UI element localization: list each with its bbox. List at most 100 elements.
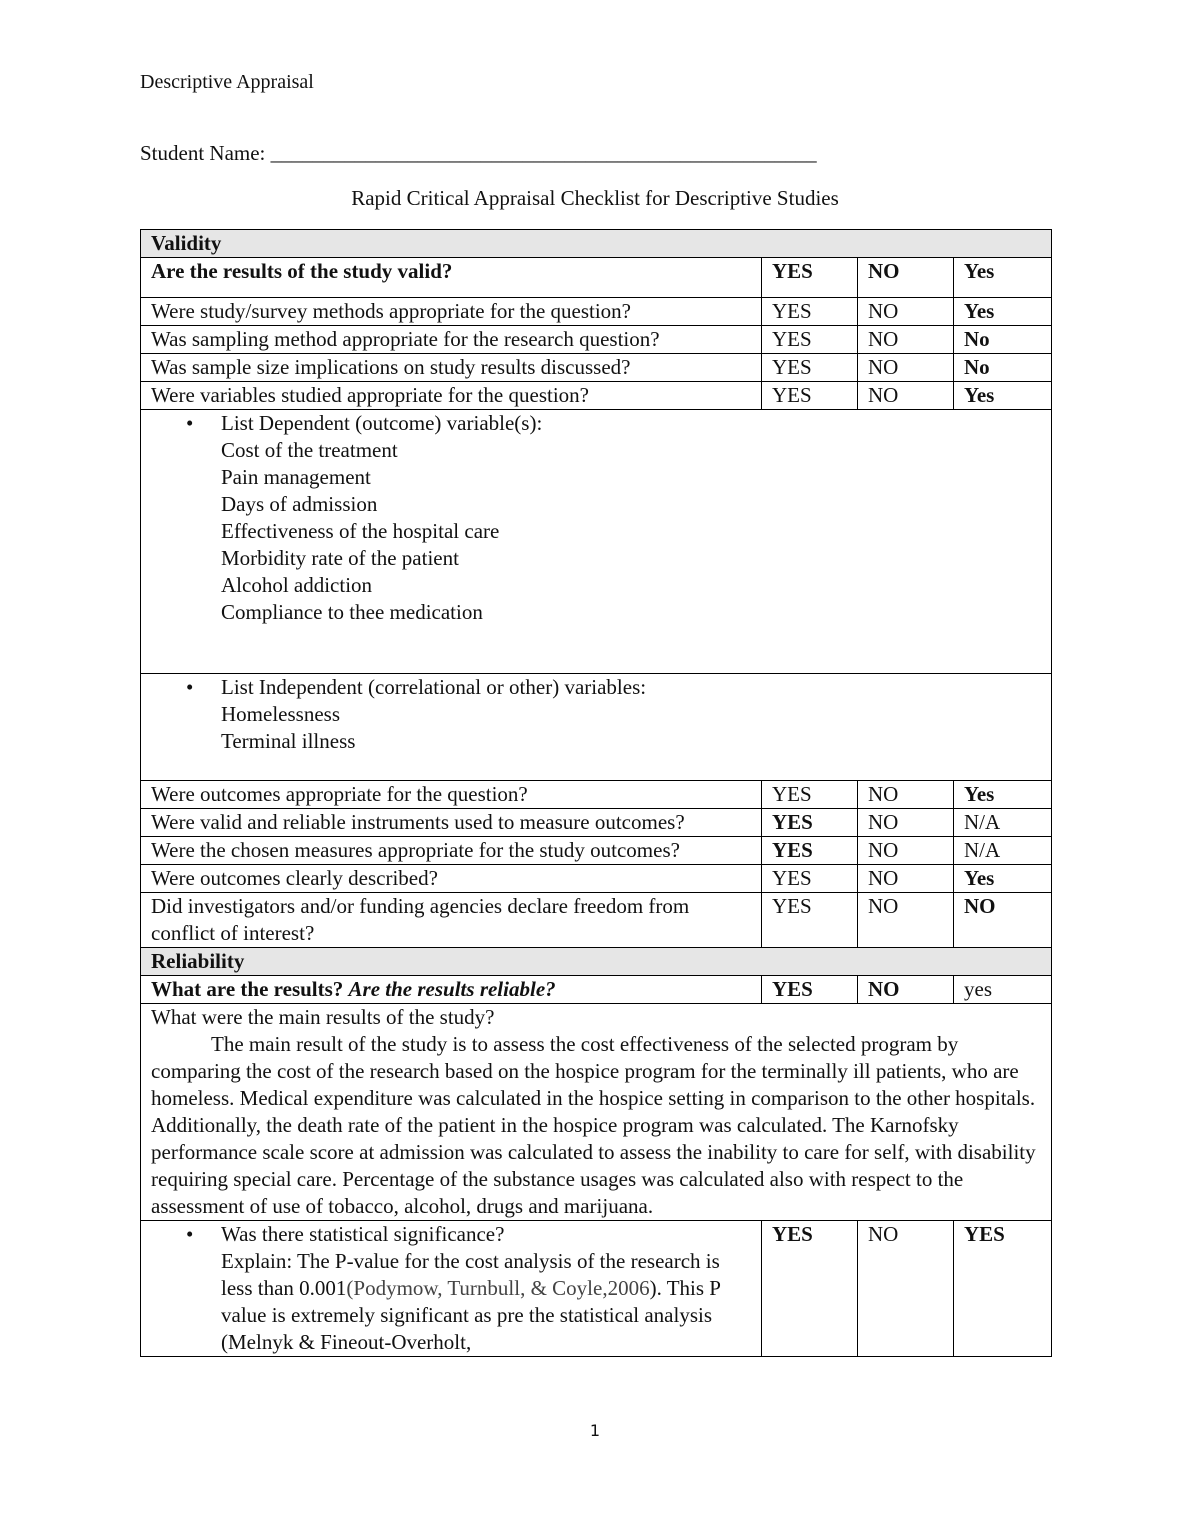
table-row: Were valid and reliable instruments used… bbox=[140, 808, 1053, 837]
section-title: Reliability bbox=[139, 947, 1053, 976]
no-cell: NO bbox=[857, 780, 954, 809]
citation: (Podymow, Turnbull, & Coyle,2006 bbox=[346, 1276, 650, 1300]
main-results-cell: What were the main results of the study?… bbox=[139, 1003, 1053, 1221]
yes-cell: YES bbox=[761, 780, 858, 809]
variable-item: Terminal illness bbox=[221, 729, 356, 753]
answer-cell: Yes bbox=[952, 297, 1053, 326]
no-cell: NO bbox=[857, 892, 954, 948]
no-cell: NO bbox=[857, 836, 954, 865]
appraisal-checklist-table: Validity Are the results of the study va… bbox=[139, 229, 1053, 1357]
col-no: NO bbox=[857, 257, 954, 298]
question: Were valid and reliable instruments used… bbox=[140, 808, 762, 837]
independent-variables-row: • List Independent (correlational or oth… bbox=[139, 673, 1053, 781]
yes-cell: YES bbox=[761, 381, 858, 410]
table-row: Was sample size implications on study re… bbox=[140, 353, 1053, 382]
question: Was sample size implications on study re… bbox=[140, 353, 762, 382]
question: Was sampling method appropriate for the … bbox=[140, 325, 762, 354]
question: Were outcomes clearly described? bbox=[140, 864, 762, 893]
question-heading-a: What are the results? bbox=[151, 977, 349, 1001]
variable-item: Compliance to thee medication bbox=[221, 600, 483, 624]
variable-item: Cost of the treatment bbox=[221, 438, 398, 462]
no-cell: NO bbox=[857, 353, 954, 382]
variable-item: Morbidity rate of the patient bbox=[221, 546, 459, 570]
col-answer: Yes bbox=[952, 257, 1053, 298]
variable-item: Pain management bbox=[221, 465, 371, 489]
significance-cell: • Was there statistical significance? Ex… bbox=[140, 1220, 762, 1357]
running-header: Descriptive Appraisal bbox=[140, 71, 314, 93]
section-row-validity: Validity bbox=[139, 229, 1053, 258]
student-name-label: Student Name: bbox=[140, 141, 271, 165]
question: Did investigators and/or funding agencie… bbox=[140, 892, 762, 948]
significance-explanation: Explain: The P-value for the cost analys… bbox=[221, 1248, 751, 1356]
no-cell: NO bbox=[857, 864, 954, 893]
yes-cell: YES bbox=[761, 297, 858, 326]
main-results-text: The main result of the study is to asses… bbox=[151, 1032, 1036, 1218]
answer-cell: No bbox=[952, 353, 1053, 382]
answer-cell: YES bbox=[952, 1220, 1053, 1357]
no-cell: NO bbox=[857, 297, 954, 326]
significance-row: • Was there statistical significance? Ex… bbox=[140, 1220, 1053, 1357]
col-yes: YES bbox=[761, 975, 858, 1004]
header-row: Are the results of the study valid? YES … bbox=[140, 257, 1053, 298]
no-cell: NO bbox=[857, 381, 954, 410]
question: Were the chosen measures appropriate for… bbox=[140, 836, 762, 865]
table-row: Were the chosen measures appropriate for… bbox=[140, 836, 1053, 865]
question: Were outcomes appropriate for the questi… bbox=[140, 780, 762, 809]
main-results-row: What were the main results of the study?… bbox=[139, 1003, 1053, 1221]
dependent-variables-list: • List Dependent (outcome) variable(s): … bbox=[186, 410, 1041, 626]
significance-question: Was there statistical significance? bbox=[221, 1222, 505, 1246]
dependent-variables-row: • List Dependent (outcome) variable(s): … bbox=[139, 409, 1053, 674]
section-row-reliability: Reliability bbox=[139, 947, 1053, 976]
significance-item: • Was there statistical significance? Ex… bbox=[186, 1221, 751, 1356]
answer-cell: No bbox=[952, 325, 1053, 354]
answer-cell: N/A bbox=[952, 836, 1053, 865]
yes-cell: YES bbox=[761, 325, 858, 354]
independent-variables-cell: • List Independent (correlational or oth… bbox=[139, 673, 1053, 781]
answer-cell: Yes bbox=[952, 381, 1053, 410]
table-row: Was sampling method appropriate for the … bbox=[140, 325, 1053, 354]
yes-cell: YES bbox=[761, 808, 858, 837]
answer-cell: NO bbox=[952, 892, 1053, 948]
explain-text-a: Explain: The P-value for the cost analys… bbox=[221, 1249, 720, 1300]
bullet-icon: • bbox=[186, 675, 194, 699]
table-row: Did investigators and/or funding agencie… bbox=[140, 892, 1053, 948]
yes-cell: YES bbox=[761, 1220, 858, 1357]
question: Were variables studied appropriate for t… bbox=[140, 381, 762, 410]
col-answer: yes bbox=[952, 975, 1053, 1004]
yes-cell: YES bbox=[761, 353, 858, 382]
variable-item: Alcohol addiction bbox=[221, 573, 373, 597]
page-number: 1 bbox=[589, 1421, 601, 1440]
main-results-question: What were the main results of the study? bbox=[151, 1005, 495, 1029]
independent-variables-list: • List Independent (correlational or oth… bbox=[186, 674, 1041, 755]
yes-cell: YES bbox=[761, 864, 858, 893]
table-row: Were outcomes appropriate for the questi… bbox=[140, 780, 1053, 809]
answer-cell: N/A bbox=[952, 808, 1053, 837]
document-title: Rapid Critical Appraisal Checklist for D… bbox=[351, 186, 839, 210]
table-row: Were study/survey methods appropriate fo… bbox=[140, 297, 1053, 326]
student-name-blank: ________________________________________… bbox=[270, 141, 817, 165]
answer-cell: Yes bbox=[952, 864, 1053, 893]
table-row: Were variables studied appropriate for t… bbox=[140, 381, 1053, 410]
explain-text-b: ). This P value is extremely significant… bbox=[221, 1276, 721, 1354]
yes-cell: YES bbox=[761, 892, 858, 948]
question-heading: What are the results? Are the results re… bbox=[140, 975, 762, 1004]
question-heading-b: Are the results reliable? bbox=[348, 977, 556, 1001]
no-cell: NO bbox=[857, 808, 954, 837]
header-row: What are the results? Are the results re… bbox=[140, 975, 1053, 1004]
question: Were study/survey methods appropriate fo… bbox=[140, 297, 762, 326]
variable-item: Homelessness bbox=[221, 702, 340, 726]
bullet-icon: • bbox=[186, 411, 194, 435]
bullet-icon: • bbox=[186, 1222, 194, 1246]
no-cell: NO bbox=[857, 325, 954, 354]
table-row: Were outcomes clearly described? YES NO Yes bbox=[140, 864, 1053, 893]
dependent-label: List Dependent (outcome) variable(s): bbox=[221, 411, 543, 435]
variable-item: Effectiveness of the hospital care bbox=[221, 519, 500, 543]
dependent-variables-cell: • List Dependent (outcome) variable(s): … bbox=[139, 409, 1053, 674]
col-no: NO bbox=[857, 975, 954, 1004]
answer-cell: Yes bbox=[952, 780, 1053, 809]
no-cell: NO bbox=[857, 1220, 954, 1357]
col-yes: YES bbox=[761, 257, 858, 298]
question-heading: Are the results of the study valid? bbox=[140, 257, 762, 298]
independent-label: List Independent (correlational or other… bbox=[221, 675, 647, 699]
section-title: Validity bbox=[139, 229, 1053, 258]
